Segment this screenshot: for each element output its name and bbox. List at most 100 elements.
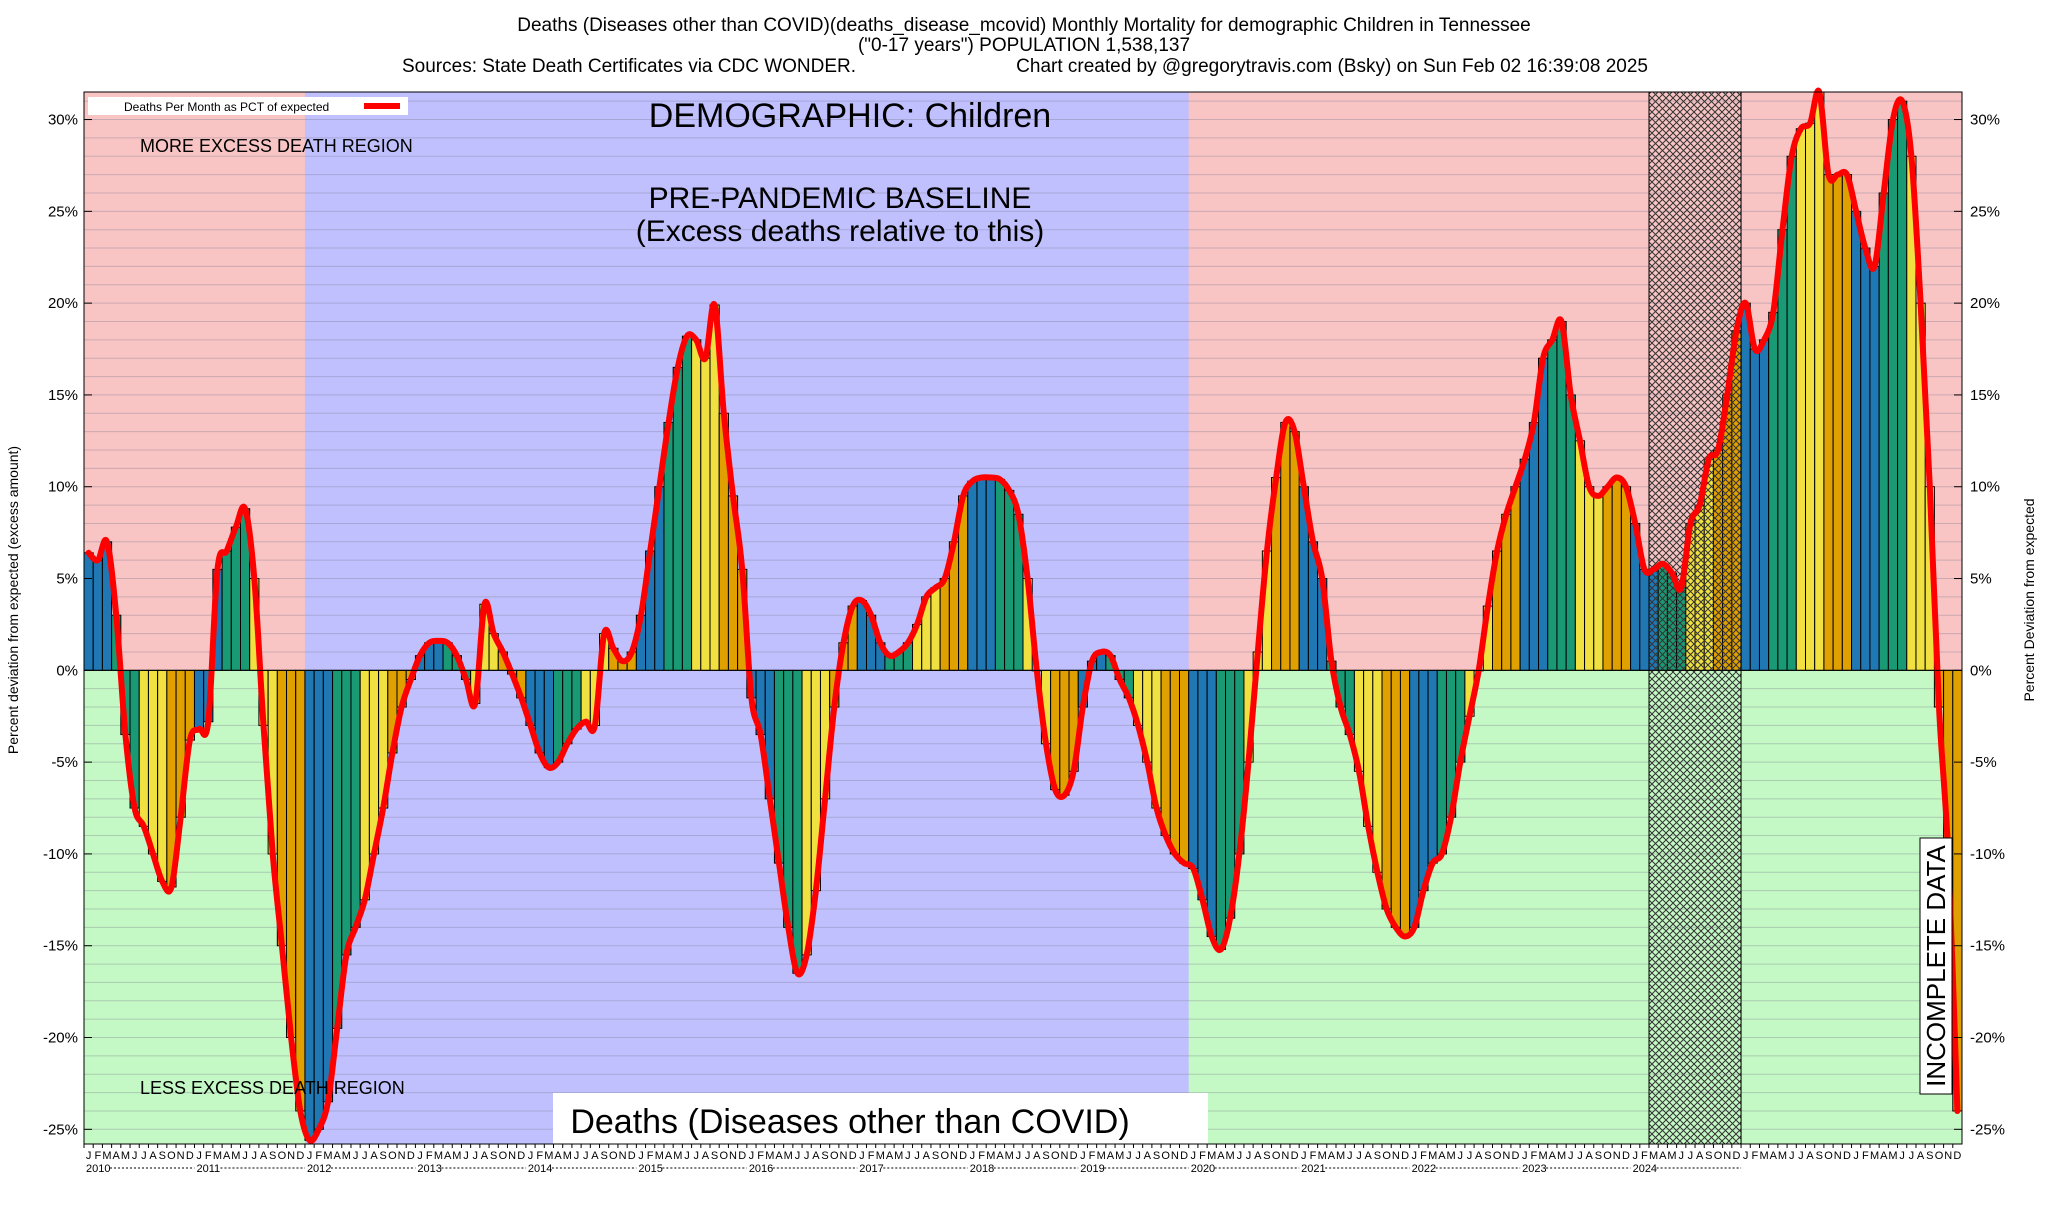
x-tick-label: D bbox=[1291, 1150, 1299, 1162]
x-tick-label: A bbox=[223, 1150, 231, 1162]
bar bbox=[1823, 174, 1834, 671]
x-tick-label: A bbox=[1365, 1150, 1373, 1162]
x-tick-label: S bbox=[1484, 1150, 1491, 1162]
x-tick-label: F bbox=[1089, 1150, 1096, 1162]
y-tick-label-left: 0% bbox=[56, 662, 78, 679]
x-tick-label: O bbox=[720, 1150, 729, 1162]
bar bbox=[681, 335, 693, 671]
x-tick-label: M bbox=[1557, 1150, 1566, 1162]
bar bbox=[1869, 265, 1880, 671]
x-tick-label: J bbox=[1246, 1150, 1252, 1162]
y-tick-label-right: 30% bbox=[1970, 112, 2000, 129]
x-tick-label: J bbox=[1301, 1150, 1307, 1162]
x-tick-label: F bbox=[205, 1150, 212, 1162]
legend: Deaths Per Month as PCT of expected bbox=[88, 97, 408, 115]
incomplete-hatch bbox=[1648, 91, 1742, 1145]
x-tick-label: O bbox=[1161, 1150, 1170, 1162]
x-tick-label: M bbox=[342, 1150, 351, 1162]
x-tick-label: A bbox=[1475, 1150, 1483, 1162]
x-tick-label: J bbox=[970, 1150, 976, 1162]
x-tick-label: J bbox=[1458, 1150, 1464, 1162]
y-tick-label-right: -20% bbox=[1970, 1030, 2005, 1047]
x-tick-label: M bbox=[1667, 1150, 1676, 1162]
bar bbox=[1409, 669, 1420, 928]
x-tick-label: A bbox=[1806, 1150, 1814, 1162]
y-tick-label-right: -25% bbox=[1970, 1121, 2005, 1138]
x-tick-label: F bbox=[1310, 1150, 1317, 1162]
x-tick-label: M bbox=[784, 1150, 793, 1162]
bar bbox=[1436, 669, 1447, 855]
x-tick-label: A bbox=[1917, 1150, 1925, 1162]
x-tick-label: A bbox=[1107, 1150, 1115, 1162]
x-tick-label: S bbox=[1705, 1150, 1712, 1162]
bar bbox=[304, 669, 315, 1141]
y-tick-label-right: 15% bbox=[1970, 387, 2000, 404]
y-tick-label-left: 10% bbox=[48, 479, 78, 496]
x-tick-label: O bbox=[1935, 1150, 1944, 1162]
x-tick-label: J bbox=[1678, 1150, 1684, 1162]
x-tick-label: F bbox=[426, 1150, 433, 1162]
bar bbox=[571, 669, 582, 730]
x-tick-label: N bbox=[1944, 1150, 1952, 1162]
x-tick-label: J bbox=[463, 1150, 469, 1162]
bar bbox=[1897, 100, 1908, 671]
y-tick-label-left: 20% bbox=[48, 295, 78, 312]
x-tick-label: N bbox=[398, 1150, 406, 1162]
x-tick-label: J bbox=[1568, 1150, 1574, 1162]
x-tick-label: D bbox=[1953, 1150, 1961, 1162]
y-axis-title-left: Percent deviation from expected (excess … bbox=[5, 446, 21, 754]
x-tick-label: A bbox=[1033, 1150, 1041, 1162]
bar bbox=[801, 669, 812, 956]
x-tick-label: N bbox=[1613, 1150, 1621, 1162]
x-tick-label: A bbox=[886, 1150, 894, 1162]
x-tick-label: M bbox=[1870, 1150, 1879, 1162]
bar bbox=[1795, 128, 1806, 671]
x-tick-label: M bbox=[121, 1150, 130, 1162]
x-tick-label: J bbox=[905, 1150, 911, 1162]
x-tick-label: M bbox=[1226, 1150, 1235, 1162]
bar bbox=[672, 366, 683, 671]
x-tick-label: M bbox=[1888, 1150, 1897, 1162]
x-tick-label: F bbox=[1752, 1150, 1759, 1162]
x-tick-label: N bbox=[177, 1150, 185, 1162]
x-tick-label: S bbox=[711, 1150, 718, 1162]
x-tick-label: J bbox=[1798, 1150, 1804, 1162]
bar bbox=[1593, 495, 1604, 671]
bar bbox=[1004, 489, 1015, 671]
bar bbox=[1841, 174, 1853, 671]
x-tick-label: O bbox=[1603, 1150, 1612, 1162]
bar bbox=[1777, 229, 1788, 671]
x-tick-label: N bbox=[1392, 1150, 1400, 1162]
x-tick-label: M bbox=[655, 1150, 664, 1162]
x-tick-label: J bbox=[693, 1150, 699, 1162]
x-tick-label: J bbox=[362, 1150, 368, 1162]
x-tick-label: A bbox=[923, 1150, 931, 1162]
x-tick-label: J bbox=[1135, 1150, 1141, 1162]
x-tick-label: D bbox=[1732, 1150, 1740, 1162]
x-tick-label: D bbox=[738, 1150, 746, 1162]
bar bbox=[221, 550, 232, 671]
bar bbox=[1179, 669, 1190, 864]
bar bbox=[157, 669, 168, 882]
bar bbox=[856, 600, 868, 671]
x-tick-label: F bbox=[757, 1150, 764, 1162]
y-tick-label-left: -25% bbox=[43, 1121, 78, 1138]
bar bbox=[1169, 669, 1180, 855]
year-label: 2012 bbox=[307, 1163, 331, 1175]
bar bbox=[230, 526, 241, 671]
x-tick-label: D bbox=[186, 1150, 194, 1162]
bar bbox=[1547, 339, 1558, 671]
x-tick-label: M bbox=[102, 1150, 111, 1162]
bar bbox=[1418, 669, 1429, 892]
baseline-subtitle: (Excess deaths relative to this) bbox=[636, 215, 1045, 248]
bar bbox=[1851, 210, 1862, 671]
x-tick-label: J bbox=[1126, 1150, 1132, 1162]
x-tick-label: J bbox=[1632, 1150, 1638, 1162]
bar bbox=[359, 669, 370, 901]
year-label: 2019 bbox=[1080, 1163, 1104, 1175]
x-tick-label: M bbox=[673, 1150, 682, 1162]
x-tick-label: N bbox=[1834, 1150, 1842, 1162]
bottom-series-label: Deaths (Diseases other than COVID) bbox=[570, 1103, 1129, 1141]
x-tick-label: D bbox=[1512, 1150, 1520, 1162]
x-tick-label: S bbox=[1595, 1150, 1602, 1162]
